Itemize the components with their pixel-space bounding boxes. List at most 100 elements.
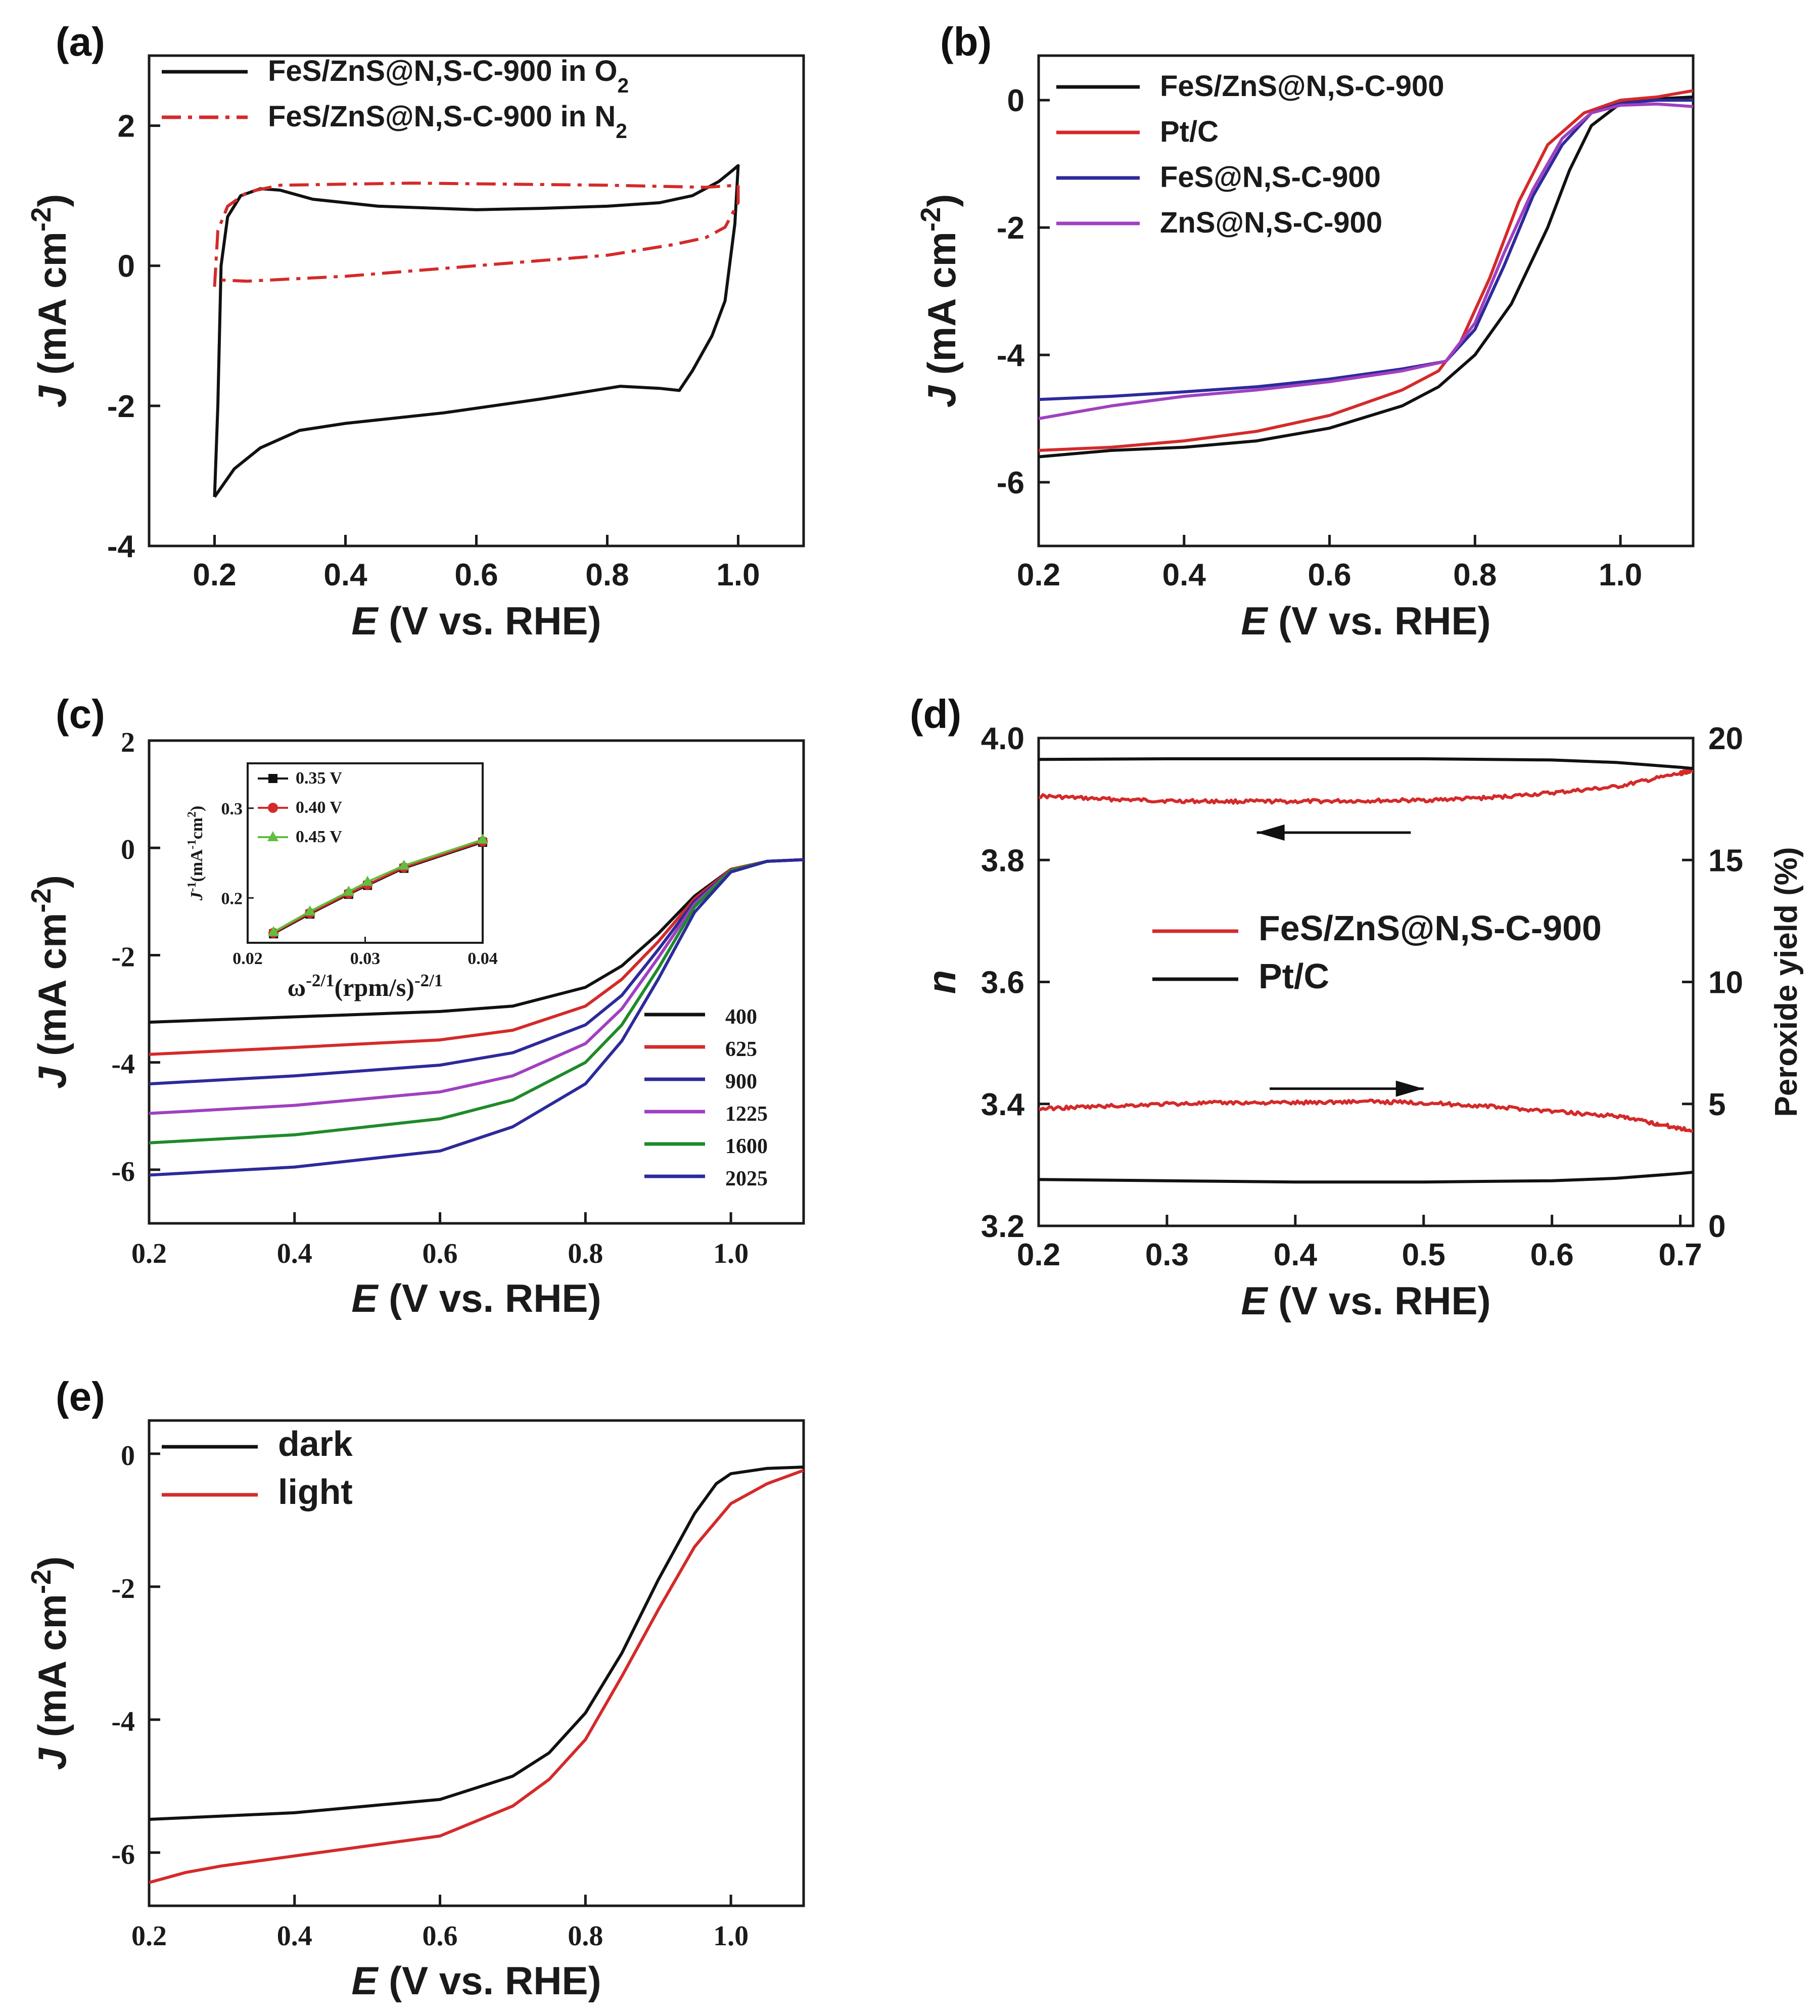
y-tick-label-c-part: 0	[121, 834, 135, 865]
panel-label-a-part: (a)	[56, 19, 105, 64]
x-tick-label-b: 0.2	[1017, 558, 1060, 592]
y-tick-label-d-part: 3.8	[981, 843, 1024, 878]
x-tick-label-e: 0.8	[568, 1920, 603, 1952]
panel-a: 0.2 0.4 0.6 0.8 1.0 -4 -2 0 2 E (V vs. RHE) J (mA …	[26, 19, 805, 643]
panel-label-c: (c)	[56, 692, 105, 737]
y2-tick-label-d-part: 15	[1708, 843, 1743, 878]
x-tick-label-c: 0.8	[568, 1238, 603, 1269]
x-tick-label-e: 1.0	[713, 1920, 749, 1952]
legend-label-c-0-part: 400	[725, 1005, 757, 1029]
y2-tick-label-d: 0	[1708, 1209, 1725, 1244]
inset-legend-label-2-part: 0.45 V	[296, 828, 342, 846]
panel-d: 0.2 0.3 0.4 0.5 0.6 0.7 3.2 3.4 3.6 3.8 4.0 E (V vs…	[910, 692, 1804, 1323]
x-tick-label-d: 0.7	[1659, 1238, 1702, 1272]
inset-x-tick-label-part: 0.03	[350, 949, 381, 968]
y-tick-label-e-part: -4	[111, 1706, 135, 1737]
panel-label-b: (b)	[940, 19, 992, 64]
panel-e: 0.2 0.4 0.6 0.8 1.0 -6 -4 -2 0 E (V vs. RHE) J (mA…	[26, 1374, 805, 2003]
legend-label-e-1: light	[278, 1472, 353, 1511]
y-tick-label-e-part: -2	[111, 1573, 135, 1605]
legend-label-c-4: 1600	[725, 1135, 768, 1158]
x-tick-label-d: 0.3	[1145, 1238, 1189, 1272]
y-axis-label-e-part: -2	[26, 1570, 57, 1594]
legend-label-c-0: 400	[725, 1005, 757, 1029]
inset-legend-marker	[268, 774, 277, 783]
x-tick-label-b-part: 0.2	[1017, 558, 1060, 592]
inset-y-axis-label-part: J	[188, 891, 206, 901]
y-tick-label-b-part: 0	[1007, 83, 1024, 118]
y-axis-label-b: J (mA cm-2)	[915, 194, 964, 408]
y2-tick-label-d: 5	[1708, 1087, 1725, 1122]
x-axis-label-c-part: (V vs. RHE)	[378, 1276, 601, 1320]
x-tick-label-a-part: 1.0	[716, 558, 760, 592]
y-tick-label-a: 2	[118, 109, 135, 144]
x-tick-label-a-part: 0.8	[585, 558, 629, 592]
x-tick-label-e-part: 0.2	[131, 1920, 167, 1952]
y-tick-label-e: -6	[111, 1839, 135, 1870]
x-tick-label-e: 0.6	[423, 1920, 458, 1952]
x-tick-label-c-part: 0.2	[131, 1238, 167, 1269]
y-tick-label-e-part: -6	[111, 1839, 135, 1870]
inset-point-triangle	[362, 876, 374, 886]
legend-label-a-1-part: 2	[616, 119, 627, 143]
y-axis-label-c-part: J	[30, 1066, 74, 1089]
x-tick-label-b-part: 1.0	[1599, 558, 1642, 592]
y-axis-label-e-part: J	[30, 1747, 74, 1770]
x-tick-label-a: 0.4	[323, 558, 367, 592]
series-line-b-1	[1039, 89, 1693, 452]
y-tick-label-e-part: 0	[121, 1440, 135, 1472]
legend-label-b-3: ZnS@N,S-C-900	[1160, 206, 1382, 239]
y-tick-label-c-part: 2	[121, 727, 135, 758]
y-tick-label-c-part: -6	[111, 1156, 135, 1187]
x-axis-label-e-part: E	[351, 1958, 379, 2003]
legend-label-c-1: 625	[725, 1038, 757, 1061]
y-tick-label-a-part: 2	[118, 109, 135, 144]
y-axis-label-a-part: )	[30, 194, 74, 207]
y-tick-label-c-part: -4	[111, 1049, 135, 1080]
x-axis-label-c: E (V vs. RHE)	[351, 1276, 601, 1320]
x-tick-label-e: 0.4	[277, 1920, 312, 1952]
x-tick-label-b: 1.0	[1599, 558, 1642, 592]
inset-series-line-1	[273, 840, 483, 934]
x-tick-label-d-part: 0.5	[1402, 1238, 1445, 1272]
legend-label-d-1: Pt/C	[1258, 956, 1329, 996]
panel-c: 0.2 0.4 0.6 0.8 1.0 -6 -4 -2 0 2 E (V vs. RHE) J (m…	[26, 692, 805, 1320]
inset-x-axis-label-part: -2/1	[414, 971, 443, 990]
panel-label-e: (e)	[56, 1374, 105, 1419]
x-tick-label-d-part: 0.4	[1274, 1238, 1318, 1272]
x-tick-label-a: 1.0	[716, 558, 760, 592]
panel-label-d-part: (d)	[910, 692, 961, 737]
y-tick-label-a-part: -2	[107, 389, 135, 424]
x-axis-label-e-part: (V vs. RHE)	[378, 1958, 601, 2003]
x-tick-label-b: 0.8	[1453, 558, 1497, 592]
x-tick-label-c: 0.4	[277, 1238, 312, 1269]
y-tick-label-d-part: 3.2	[981, 1209, 1024, 1244]
inset-x-axis-label-part: (rpm/s)	[335, 973, 414, 1001]
legend-label-e-1-part: light	[278, 1472, 353, 1511]
y-axis-label-d-part: n	[919, 970, 964, 994]
legend-label-a-1: FeS/ZnS@N,S-C-900 in N2	[268, 100, 627, 143]
x-tick-label-c-part: 0.8	[568, 1238, 603, 1269]
y-axis-label-c-part: -2	[26, 888, 57, 913]
x-tick-label-b: 0.4	[1162, 558, 1206, 592]
inset-x-axis-label: ω-2/1(rpm/s)-2/1	[288, 971, 443, 1002]
x-tick-label-d-part: 0.2	[1017, 1238, 1060, 1272]
series-line-b-3	[1039, 102, 1693, 421]
y-tick-label-a: 0	[118, 249, 135, 284]
inset-point-triangle	[343, 885, 354, 896]
y-axis-label-b-part: -2	[915, 207, 946, 232]
series-line-d-2	[1039, 1098, 1693, 1133]
legend-label-d-1-part: Pt/C	[1258, 956, 1329, 996]
legend-label-c-3: 1225	[725, 1103, 768, 1126]
x-tick-label-c-part: 0.6	[423, 1238, 458, 1269]
y-axis-label-b-part: J	[919, 385, 964, 407]
x-tick-label-b-part: 0.4	[1162, 558, 1206, 592]
series-line-d-1	[1039, 757, 1693, 770]
x-tick-label-d-part: 0.6	[1530, 1238, 1574, 1272]
x-axis-label-a: E (V vs. RHE)	[351, 599, 601, 643]
inset-y-axis-label-part: -1	[185, 882, 199, 892]
x-axis-label-a-part: (V vs. RHE)	[378, 599, 601, 643]
y2-tick-label-d-part: 5	[1708, 1087, 1725, 1122]
y-tick-label-e: -2	[111, 1573, 135, 1605]
inset-legend-label-1-part: 0.40 V	[296, 798, 342, 817]
